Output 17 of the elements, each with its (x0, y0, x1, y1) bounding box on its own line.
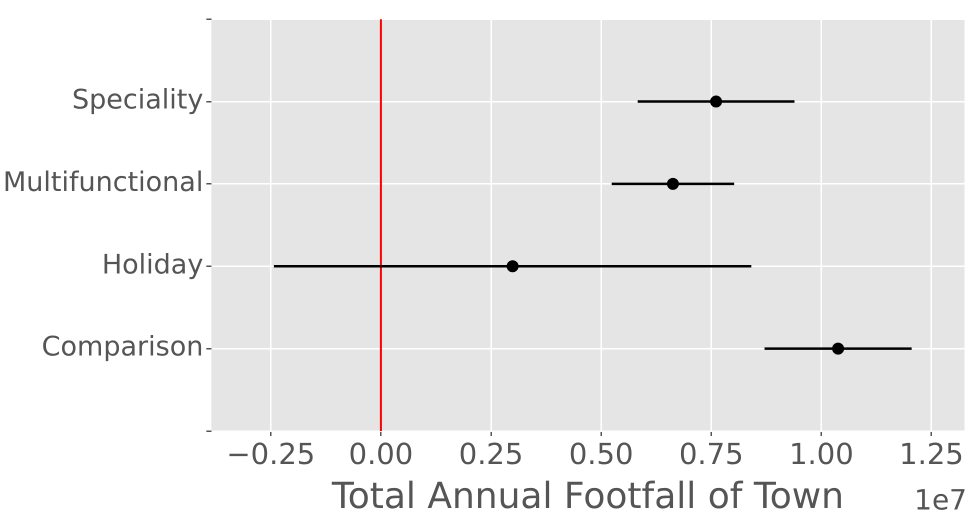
x-tick-label: 1.25 (899, 436, 964, 471)
point (710, 96, 722, 108)
y-tick-label: Comparison (42, 332, 204, 363)
x-tick-label: 1.00 (789, 436, 854, 471)
x-tick-label: 0.25 (458, 436, 524, 471)
y-tick-label: Holiday (102, 249, 204, 280)
x-tick-label: −0.25 (226, 436, 316, 471)
point (666, 178, 679, 190)
y-tick-label: Speciality (72, 84, 204, 116)
x-tick-label: 0.75 (678, 436, 744, 471)
x-axis-title: Total Annual Footfall of Town (330, 476, 844, 517)
x-tick-label: 0.00 (348, 436, 414, 471)
text: 1e7 (914, 483, 967, 516)
y-tick-label: Multifunctional (2, 166, 204, 198)
point (832, 342, 844, 355)
point (506, 260, 519, 272)
x-tick-label: 0.50 (568, 436, 634, 471)
